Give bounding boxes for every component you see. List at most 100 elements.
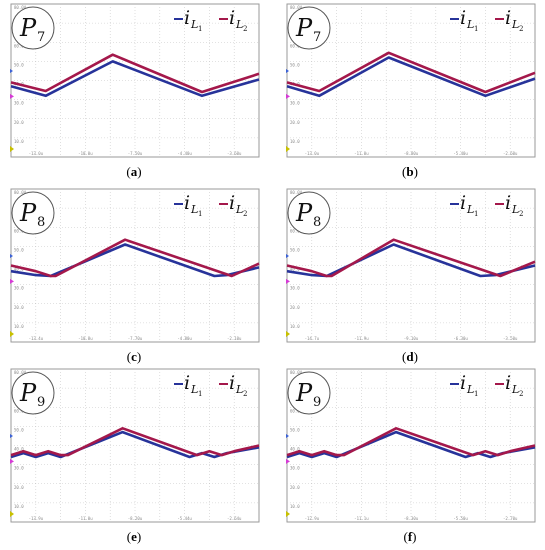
legend-index-1-b: 1 [474,25,478,33]
x-tick-label-c-4: -2.10u [227,336,242,341]
legend-symbol-1-b: i [460,7,466,29]
legend-symbol-1-a: i [184,7,190,29]
x-tick-label-b-1: -11.0u [354,151,369,156]
legend-sub-2-a: L [235,18,243,31]
series-1-line-f [286,430,536,459]
channel-marker-magenta-d [286,278,290,284]
panel-label-circle-a [11,6,55,50]
y-tick-label-a-3: 50.0 [14,62,24,67]
y-tick-label-e-7: 10.0 [14,504,24,509]
y-tick-label-d-2: 60.0 [290,228,300,233]
legend-index-1-c: 1 [198,210,202,218]
chart-panel-f: 80.0V70.060.050.040.030.020.010.0-12.9u-… [282,367,538,549]
x-tick-label-a-1: -10.0u [78,151,93,156]
y-tick-label-d-6: 20.0 [290,305,300,310]
x-tick-label-d-4: -3.50u [503,336,518,341]
y-tick-label-a-5: 30.0 [14,101,24,106]
panel-label-letter-c: P [19,199,37,227]
y-tick-label-c-5: 30.0 [14,286,24,291]
x-tick-label-c-0: -13.4u [29,336,44,341]
y-tick-label-f-2: 60.0 [290,408,300,413]
caption-e: (e) [126,529,142,544]
legend-index-1-f: 1 [474,390,478,398]
chart-d-plot: 80.0V70.060.050.040.030.020.010.0-14.7u-… [286,188,536,343]
x-tick-label-e-4: -2.64u [227,516,242,521]
x-tick-label-a-0: -13.0u [29,151,44,156]
x-tick-label-b-2: -8.80u [404,151,419,156]
x-tick-label-a-4: -3.60u [227,151,242,156]
legend-sub-2-e: L [235,383,243,396]
legend-index-2-e: 2 [243,390,247,398]
panel-label-circle-c [11,191,55,235]
chart-b-plot: 80.0V70.060.050.040.030.020.010.0-13.0u-… [286,3,536,158]
chart-panel-b: 80.0V70.060.050.040.030.020.010.0-13.0u-… [282,2,538,184]
y-tick-label-c-7: 10.0 [14,324,24,329]
x-tick-label-e-2: -8.20u [128,516,143,521]
y-tick-label-e-0: 80.0V [14,370,27,375]
channel-marker-yellow-b [286,146,290,152]
x-tick-label-d-1: -11.9u [354,336,369,341]
panel-label-letter-e: P [19,379,37,407]
x-tick-label-f-0: -12.9u [305,516,320,521]
legend-sub-2-f: L [511,383,519,396]
x-tick-label-f-4: -2.70u [503,516,518,521]
y-tick-label-d-4: 40.0 [290,267,300,272]
y-tick-label-f-4: 40.0 [290,447,300,452]
panel-label-circle-f [287,371,331,415]
y-tick-label-d-3: 50.0 [290,247,300,252]
channel-marker-yellow-f [286,511,290,517]
y-tick-label-d-0: 80.0V [290,190,303,195]
y-tick-label-b-3: 50.0 [290,62,300,67]
channel-marker-blue-e [10,434,13,439]
legend-sub-1-d: L [466,203,474,216]
panel-label-letter-f: P [295,379,313,407]
x-tick-label-e-1: -11.0u [78,516,93,521]
panel-label-letter-a: P [19,14,37,42]
x-tick-label-d-0: -14.7u [305,336,320,341]
y-tick-label-c-2: 60.0 [14,228,24,233]
x-tick-label-d-3: -6.30u [453,336,468,341]
chart-c-plot: 80.0V70.060.050.040.030.020.010.0-13.4u-… [10,188,260,343]
legend-sub-1-a: L [190,18,198,31]
series-2-line-f [286,426,536,457]
x-tick-label-f-1: -11.1u [354,516,369,521]
channel-marker-blue-a [10,69,13,74]
y-tick-label-e-6: 20.0 [14,485,24,490]
legend-symbol-1-f: i [460,372,466,394]
y-tick-label-b-2: 60.0 [290,43,300,48]
channel-marker-blue-f [286,434,289,439]
y-tick-label-a-7: 10.0 [14,139,24,144]
y-tick-label-a-2: 60.0 [14,43,24,48]
x-tick-label-b-0: -13.0u [305,151,320,156]
chart-panel-e: 80.0V70.060.050.040.030.020.010.0-13.9u-… [6,367,262,549]
series-1-line-e [10,430,260,459]
y-tick-label-d-5: 30.0 [290,286,300,291]
panel-label-letter-d: P [295,199,313,227]
y-tick-label-c-6: 20.0 [14,305,24,310]
panel-label-circle-b [287,6,331,50]
legend-symbol-2-e: i [229,372,235,394]
panel-label-circle-d [287,191,331,235]
channel-marker-yellow-c [10,331,14,337]
panel-label-index-d: 8 [313,215,321,230]
x-tick-label-c-2: -7.70u [128,336,143,341]
y-tick-label-b-0: 80.0V [290,5,303,10]
x-tick-label-e-3: -5.44u [177,516,192,521]
legend-sub-2-b: L [511,18,519,31]
legend-sub-2-d: L [511,203,519,216]
chart-a-plot: 80.0V70.060.050.040.030.020.010.0-13.0u-… [10,3,260,158]
caption-c: (c) [126,349,142,364]
channel-marker-magenta-e [10,458,14,464]
x-tick-label-d-2: -9.10u [404,336,419,341]
x-tick-label-c-1: -10.8u [78,336,93,341]
y-tick-label-c-4: 40.0 [14,267,24,272]
panel-label-index-b: 7 [313,30,321,45]
legend-index-1-e: 1 [198,390,202,398]
legend-sub-1-b: L [466,18,474,31]
x-tick-label-f-3: -5.50u [453,516,468,521]
y-tick-label-c-3: 50.0 [14,247,24,252]
chart-e-plot: 80.0V70.060.050.040.030.020.010.0-13.9u-… [10,368,260,523]
y-tick-label-e-5: 30.0 [14,466,24,471]
channel-marker-blue-d [286,254,289,259]
channel-marker-blue-c [10,254,13,259]
